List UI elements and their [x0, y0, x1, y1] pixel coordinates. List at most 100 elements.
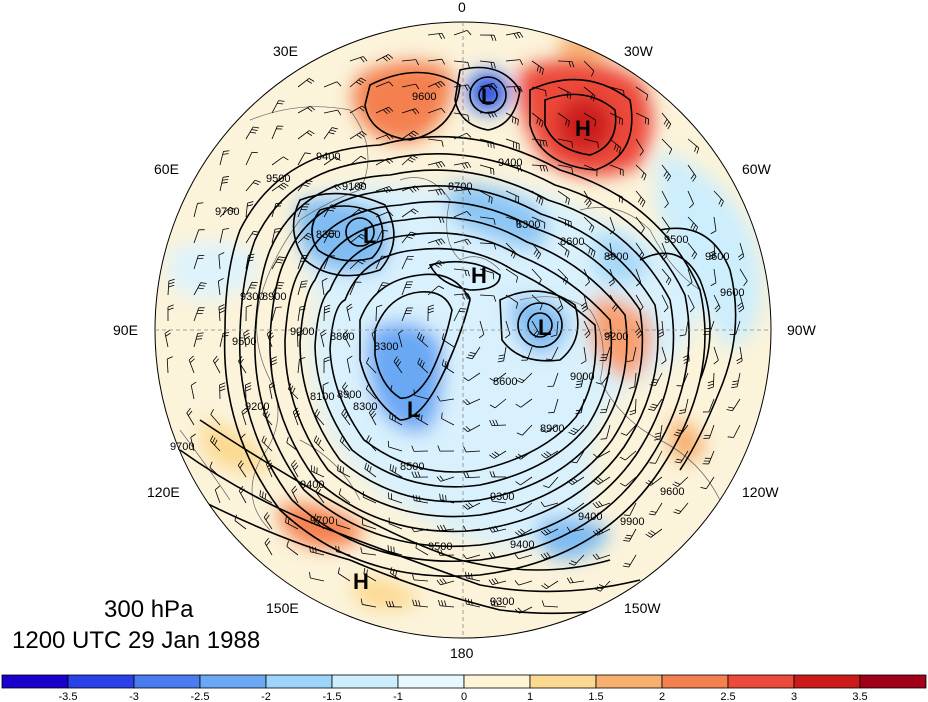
- wind-barb: [531, 138, 546, 142]
- wind-barb-flag: [190, 433, 196, 438]
- wind-barb-flag: [303, 237, 310, 241]
- wind-barb: [219, 177, 224, 192]
- wind-barb-flag: [654, 438, 661, 441]
- wind-barb-flag: [674, 481, 681, 485]
- wind-barb-flag: [587, 202, 592, 208]
- wind-barb-flag: [539, 139, 542, 146]
- wind-barb-flag: [714, 304, 720, 310]
- wind-barb-flag: [665, 121, 670, 127]
- wind-barb: [687, 138, 700, 149]
- wind-barb-flag: [629, 412, 636, 416]
- wind-barb-flag: [592, 453, 599, 459]
- contour-label: 9300: [240, 291, 264, 303]
- colorbar-tick-label: 2: [659, 691, 665, 702]
- wind-barb: [553, 398, 559, 413]
- wind-barb: [519, 528, 533, 537]
- wind-barb-flag: [666, 228, 671, 234]
- wind-barb-flag: [519, 165, 523, 172]
- wind-barb-flag: [243, 332, 250, 337]
- wind-barb-flag: [489, 404, 496, 409]
- wind-barb-flag: [566, 91, 569, 98]
- wind-barb-flag: [491, 197, 493, 204]
- wind-barb-flag: [271, 356, 277, 360]
- wind-barb-flag: [488, 579, 493, 585]
- wind-barb-flag: [598, 584, 605, 588]
- wind-barb: [401, 108, 416, 114]
- lon-label-180: 180: [450, 645, 474, 661]
- wind-barb-flag: [512, 252, 517, 259]
- wind-barb-flag: [419, 333, 423, 340]
- wind-barb-flag: [259, 490, 262, 497]
- wind-barb-flag: [539, 67, 542, 74]
- wind-barb: [190, 437, 195, 452]
- wind-barb-flag: [438, 217, 442, 223]
- wind-barb: [551, 346, 559, 360]
- wind-barb: [583, 268, 590, 282]
- contour-label: 8100: [310, 391, 334, 403]
- wind-barb: [292, 411, 299, 426]
- wind-barb-flag: [388, 211, 394, 217]
- wind-barb-flag: [737, 305, 744, 310]
- wind-barb: [212, 360, 221, 374]
- wind-barb: [363, 496, 377, 504]
- wind-barb-flag: [287, 383, 292, 390]
- wind-barb-flag: [360, 155, 367, 160]
- wind-barb-flag: [338, 488, 342, 495]
- wind-barb-flag: [221, 181, 228, 184]
- wind-barb: [465, 476, 481, 479]
- wind-barb: [336, 524, 351, 530]
- wind-barb-flag: [386, 187, 391, 193]
- wind-barb-flag: [510, 250, 515, 257]
- wind-barb: [661, 294, 669, 308]
- wind-barb-flag: [275, 261, 282, 264]
- wind-barb-flag: [383, 188, 388, 194]
- contour-label: 9600: [705, 251, 729, 263]
- wind-barb-flag: [571, 141, 574, 148]
- wind-barb-flag: [222, 335, 229, 337]
- wind-barb: [708, 450, 715, 465]
- wind-barb-flag: [268, 335, 275, 340]
- wind-barb-flag: [385, 55, 391, 61]
- wind-barb-flag: [267, 462, 273, 468]
- wind-barb-flag: [437, 82, 443, 88]
- wind-barb-flag: [592, 502, 598, 508]
- wind-barb-flag: [490, 167, 492, 175]
- wind-barb: [479, 190, 493, 199]
- wind-barb-flag: [218, 252, 225, 256]
- wind-barb-flag: [596, 586, 603, 590]
- wind-barb-flag: [519, 32, 524, 38]
- wind-barb: [580, 372, 585, 387]
- wind-barb-flag: [344, 413, 349, 419]
- wind-barb-flag: [616, 145, 619, 152]
- wind-barb-flag: [398, 329, 404, 334]
- wind-barb-flag: [567, 480, 573, 485]
- wind-barb-flag: [247, 256, 254, 259]
- wind-barb: [291, 464, 299, 478]
- wind-barb-flag: [366, 464, 370, 471]
- wind-barb-flag: [493, 142, 495, 149]
- wind-barb: [548, 476, 559, 488]
- wind-barb-flag: [567, 251, 570, 258]
- colorbar-box: [463, 674, 531, 689]
- wind-barb: [440, 398, 455, 402]
- wind-barb: [210, 440, 221, 452]
- contour-label: 9500: [428, 541, 452, 553]
- wind-barb: [596, 502, 611, 509]
- wind-barb-flag: [470, 599, 473, 606]
- wind-barb-flag: [732, 380, 739, 383]
- wind-barb-flag: [210, 408, 214, 415]
- wind-barb-flag: [315, 515, 319, 522]
- wind-barb: [193, 255, 199, 270]
- wind-barb-flag: [679, 334, 686, 337]
- colorbar-tick-label: 1: [527, 691, 533, 702]
- wind-barb: [546, 580, 559, 590]
- wind-barb-flag: [292, 488, 298, 494]
- wind-barb-flag: [592, 95, 596, 102]
- wind-barb-flag: [613, 306, 618, 312]
- high-center: H: [575, 116, 591, 141]
- wind-barb-flag: [600, 438, 607, 440]
- wind-barb-flag: [726, 409, 733, 412]
- wind-barb-flag: [335, 545, 337, 552]
- wind-barb-flag: [592, 530, 598, 536]
- wind-barb-flag: [339, 465, 342, 473]
